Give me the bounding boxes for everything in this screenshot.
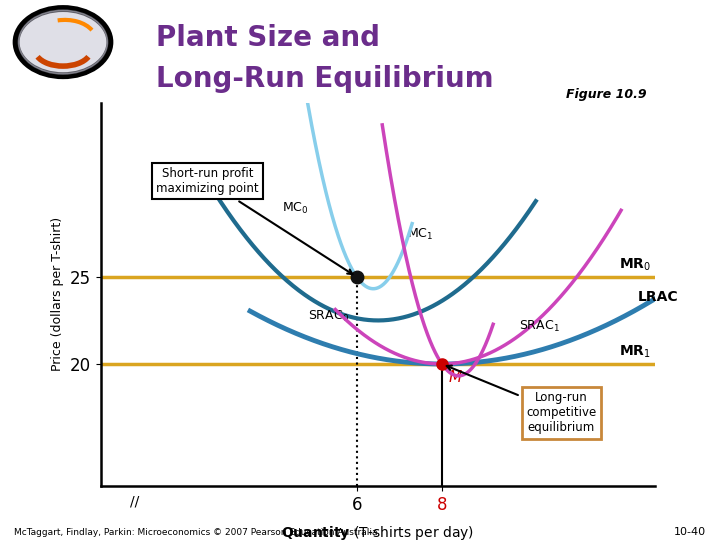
Text: MC$_0$: MC$_0$ bbox=[282, 201, 308, 216]
Text: Figure 10.9: Figure 10.9 bbox=[566, 87, 647, 100]
Text: $\mathbf{Quantity}$ (T-shirts per day): $\mathbf{Quantity}$ (T-shirts per day) bbox=[282, 524, 474, 540]
Text: 10-40: 10-40 bbox=[673, 527, 706, 537]
Text: Plant Size and: Plant Size and bbox=[156, 24, 379, 52]
Text: LRAC: LRAC bbox=[638, 290, 679, 304]
Text: McTaggart, Findlay, Parkin: Microeconomics © 2007 Pearson Education Australia: McTaggart, Findlay, Parkin: Microeconomi… bbox=[14, 528, 378, 537]
Text: MC$_1$: MC$_1$ bbox=[408, 227, 434, 242]
Y-axis label: Price (dollars per T-shirt): Price (dollars per T-shirt) bbox=[51, 217, 64, 372]
Text: MR$_1$: MR$_1$ bbox=[619, 343, 651, 360]
Text: Long-Run Equilibrium: Long-Run Equilibrium bbox=[156, 65, 493, 93]
Text: //: // bbox=[130, 495, 140, 509]
Text: MR$_0$: MR$_0$ bbox=[618, 256, 651, 273]
Text: SRAC$_0$: SRAC$_0$ bbox=[308, 308, 349, 323]
Circle shape bbox=[19, 10, 108, 74]
Text: Long-run
competitive
equilibrium: Long-run competitive equilibrium bbox=[446, 366, 596, 434]
Text: $\it{M}$: $\it{M}$ bbox=[449, 369, 463, 385]
Text: SRAC$_1$: SRAC$_1$ bbox=[518, 319, 559, 334]
Text: Short-run profit
maximizing point: Short-run profit maximizing point bbox=[156, 167, 352, 274]
